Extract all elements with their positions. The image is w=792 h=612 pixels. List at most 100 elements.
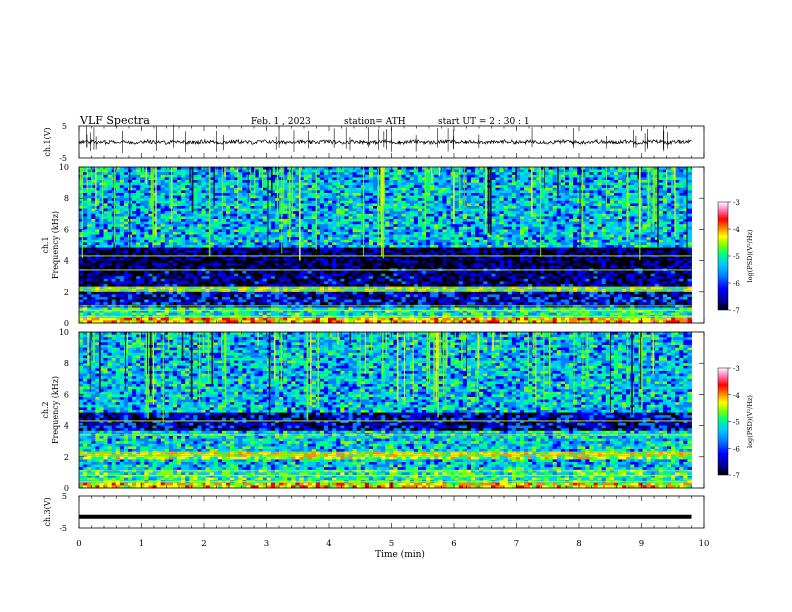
spectrogram-cell [385,245,390,248]
spectrogram-cell [658,224,664,228]
spectrogram-cell [556,198,562,202]
spectrogram-cell [205,229,211,233]
spectrogram-cell [319,172,325,176]
spectrogram-cell [409,190,415,194]
spectrogram-cell [217,200,223,204]
spectrogram-cell [626,237,631,241]
spectrogram-cell [352,219,358,222]
spectrogram-cell [683,208,688,212]
spectrogram-cell [405,169,411,173]
spectrogram-cell [238,213,243,217]
spectrogram-cell [258,198,264,202]
spectrogram-cell [671,216,676,220]
spectrogram-cell [242,245,247,248]
figure-title: VLF Spectra [79,114,150,127]
spectrogram-cell [520,229,525,233]
spectrogram-cell [270,211,276,215]
spectrogram-cell [552,229,558,233]
spectrogram-cell [238,239,243,243]
spectrogram-cell [181,224,186,228]
spectrogram-cell [91,239,96,243]
spectrogram-cell [426,200,431,204]
spectrogram-cell [671,182,676,186]
spectrogram-cell [528,200,533,204]
spectrogram-cell [368,239,374,243]
spectrogram-cell [254,216,260,220]
spectrogram-cell [634,174,639,178]
spectrogram-cell [609,232,615,235]
spectrogram-cell [667,190,672,194]
spectrogram-cell [560,174,566,178]
spectrogram-cell [348,180,353,183]
spectrogram-cell [507,187,513,191]
spectrogram-cell [556,182,562,186]
spectrogram-cell [91,193,96,196]
spectrogram-cell [303,172,309,176]
spectrogram-cell [528,247,533,251]
spectrogram-cell [597,167,603,170]
spectrogram-cell [164,172,170,176]
spectrogram-cell [217,250,223,254]
spectrogram-cell [422,180,427,183]
spectrogram-cell [348,211,353,215]
spectrogram-cell [221,237,227,241]
spectrogram-cell [413,211,419,215]
spectrogram-cell [426,174,431,178]
spectrogram-cell [103,177,108,181]
spectrogram-cell [426,169,431,173]
spectrogram-cell [618,221,623,225]
spectrogram-cell [618,180,623,183]
spectrogram-cell [119,213,125,217]
spectrogram-cell [201,250,206,254]
spectrogram-cell [540,177,545,181]
spectrogram-cell [426,239,431,243]
spectrogram-cell [270,224,276,228]
spectrogram-cell [581,234,586,238]
spectrogram-cell [446,221,451,225]
spectrogram-cell [662,200,668,204]
spectrogram-cell [499,169,505,173]
spectrogram-cell [266,213,272,217]
spectrogram-cell [397,224,402,228]
spectrogram-cell [197,169,202,173]
spectrogram-cell [364,239,370,243]
spectrogram-cell [487,232,492,235]
spectrogram-cell [91,190,96,194]
spectrogram-cell [368,180,374,183]
spectrogram-cell [242,224,247,228]
spectrogram-cell [475,242,480,246]
spectrogram-cell [348,195,353,199]
spectrogram-cell [336,239,341,243]
spectrogram-cell [307,242,313,246]
spectrogram-cell [344,208,349,212]
spectrogram-cell [630,203,635,207]
spectrogram-cell [593,182,598,186]
spectrogram-cell [103,172,108,176]
spectrogram-cell [291,167,296,170]
spectrogram-cell [495,193,500,196]
spectrogram-cell [646,229,652,233]
spectrogram-cell [577,219,582,222]
spectrogram-cell [156,250,162,254]
spectrogram-cell [209,247,215,251]
spectrogram-cell [515,167,521,170]
spectrogram-cell [205,200,211,204]
spectrogram-cell [299,182,304,186]
spectrogram-cell [556,213,562,217]
spectrogram-cell [442,200,447,204]
spectrogram-cell [593,167,598,170]
spectrogram-cell [618,216,623,220]
spectrogram-cell [364,224,370,228]
spectrogram-cell [209,224,215,228]
spectrogram-cell [95,208,100,212]
spectrogram-cell [552,193,558,196]
spectrogram-cell [613,193,619,196]
spectrogram-cell [475,229,480,233]
spectrogram-cell [242,211,247,215]
spectrogram-cell [336,237,341,241]
spectrogram-cell [450,177,456,181]
spectrogram-cell [352,185,358,189]
spectrogram-cell [458,245,464,248]
spectrogram-cell [348,234,353,238]
spectrogram-cell [564,198,570,202]
